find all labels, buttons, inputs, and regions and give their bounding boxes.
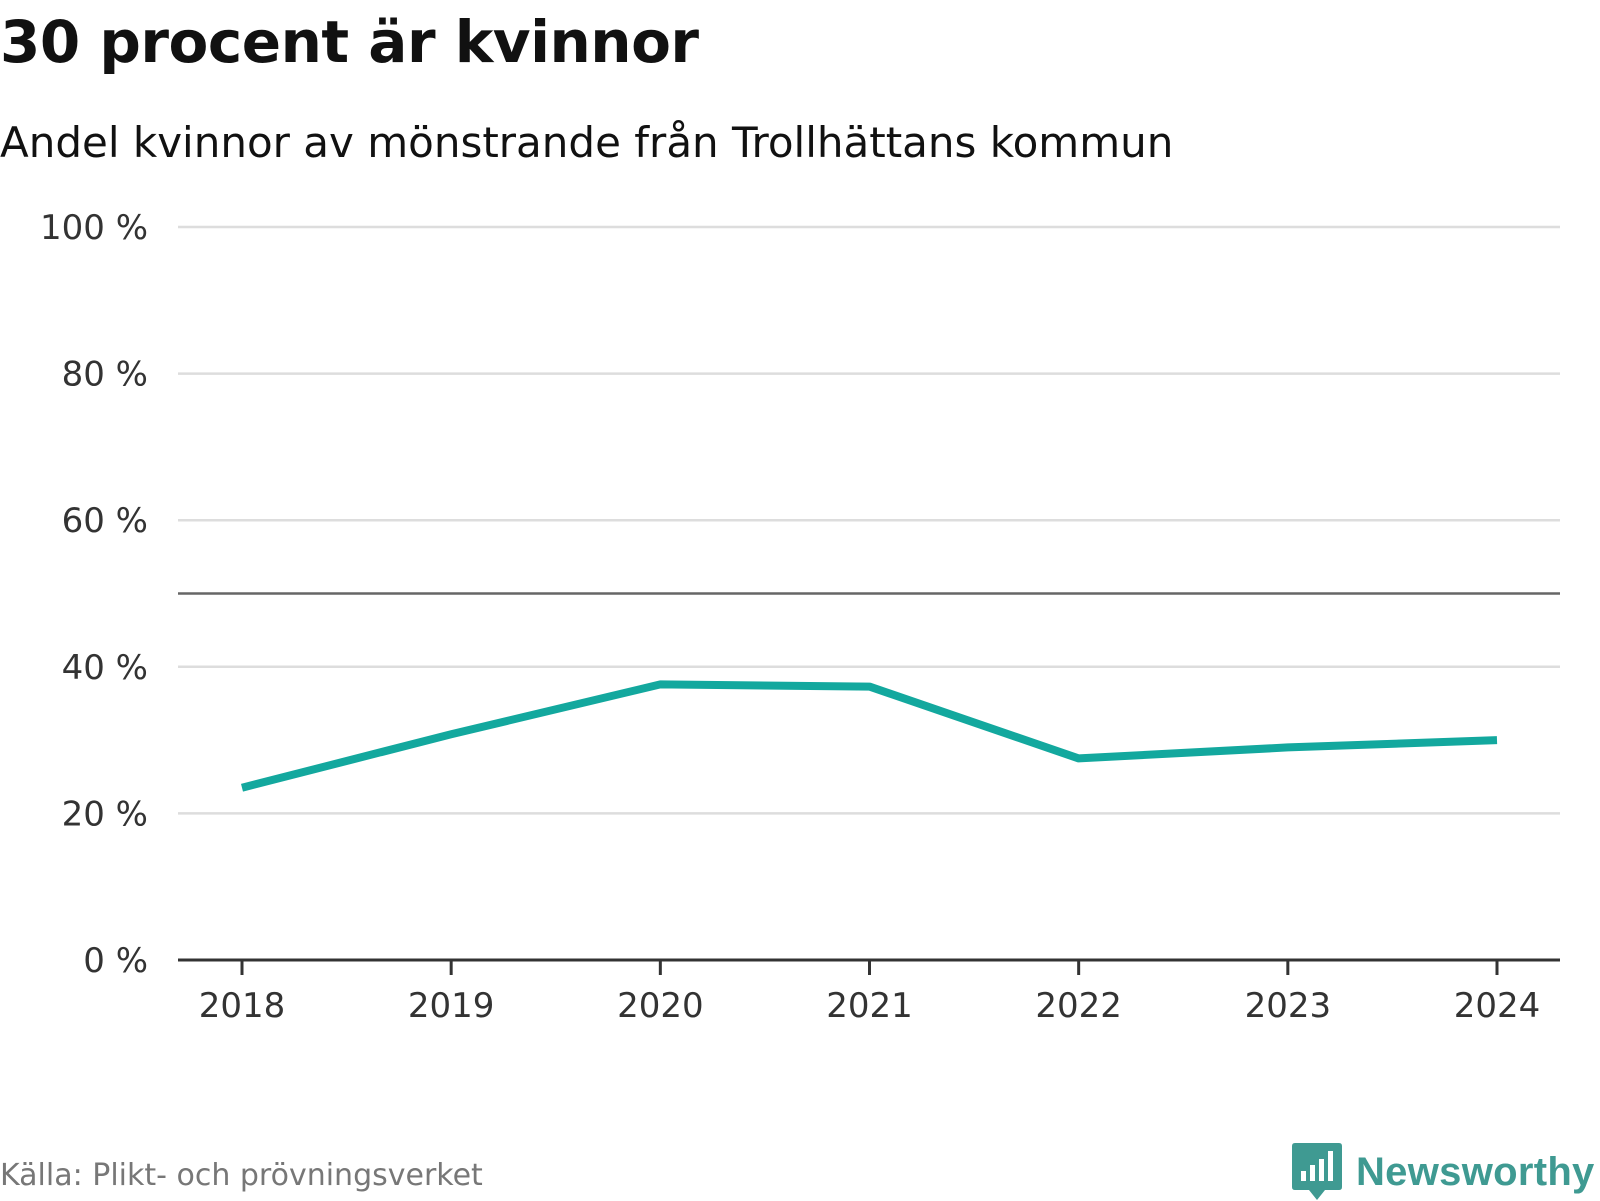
source-note: Källa: Plikt- och prövningsverket xyxy=(0,1158,483,1193)
x-tick-label: 2024 xyxy=(1454,986,1541,1026)
chart-title: 30 procent är kvinnor xyxy=(0,8,699,76)
y-tick-label: 40 % xyxy=(62,648,148,688)
series-line xyxy=(241,680,1498,792)
x-tick-label: 2018 xyxy=(199,986,286,1026)
x-tick-label: 2023 xyxy=(1245,986,1332,1026)
line-chart: 0 % 20 % 40 % 60 % 80 % 100 % 2018 2019 2020 2021… xyxy=(40,208,1560,1026)
y-tick-label: 20 % xyxy=(62,794,148,834)
x-tick-label: 2021 xyxy=(826,986,913,1026)
brand-logo[interactable]: Newsworthy xyxy=(1292,1143,1595,1201)
x-tick-label: 2019 xyxy=(408,986,495,1026)
x-tick-label: 2022 xyxy=(1035,986,1122,1026)
x-tick-label: 2020 xyxy=(617,986,704,1026)
chart-subtitle: Andel kvinnor av mönstrande från Trollhä… xyxy=(0,118,1174,167)
y-tick-label: 80 % xyxy=(62,355,148,395)
brand-name: Newsworthy xyxy=(1356,1149,1595,1194)
y-tick-label: 0 % xyxy=(83,941,148,981)
bar-chart-logo-icon xyxy=(1292,1143,1342,1200)
y-tick-label: 100 % xyxy=(40,208,148,248)
y-tick-label: 60 % xyxy=(62,501,148,541)
